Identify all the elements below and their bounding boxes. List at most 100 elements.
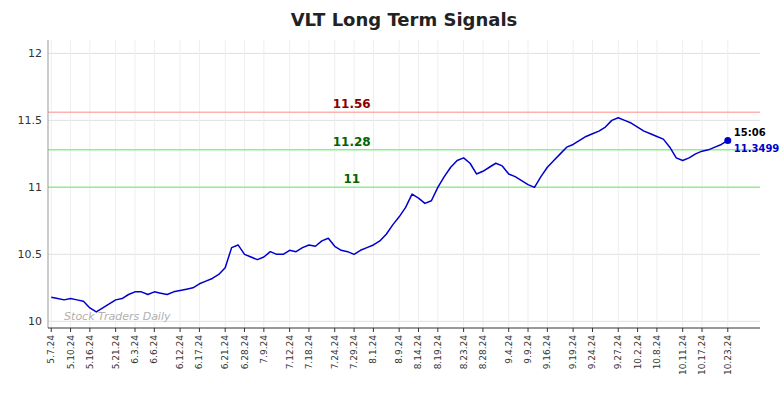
x-tick <box>437 328 438 332</box>
x-tick-label: 8.14.24 <box>413 335 423 370</box>
x-tick-label: 10.2.24 <box>633 335 643 370</box>
x-grid-line <box>727 40 728 328</box>
x-tick <box>618 328 619 332</box>
x-grid-line <box>373 40 374 328</box>
x-tick-label: 5.16.24 <box>85 335 95 370</box>
x-tick-label: 10.11.24 <box>678 335 688 375</box>
reference-line <box>48 187 760 189</box>
x-tick-label: 6.3.24 <box>130 335 140 364</box>
x-tick <box>263 328 264 332</box>
x-grid-line <box>134 40 135 328</box>
reference-label: 11.28 <box>333 135 371 149</box>
x-tick-label: 9.24.24 <box>587 335 597 370</box>
x-grid-line <box>682 40 683 328</box>
x-tick-label: 10.8.24 <box>652 335 662 370</box>
x-tick-label: 8.28.24 <box>478 335 488 370</box>
x-grid-line <box>437 40 438 328</box>
x-tick-label: 5.7.24 <box>46 335 56 364</box>
x-tick-label: 9.27.24 <box>613 335 623 370</box>
x-tick <box>70 328 71 332</box>
x-tick-label: 9.16.24 <box>542 335 552 370</box>
x-tick <box>134 328 135 332</box>
x-tick <box>528 328 529 332</box>
x-tick <box>89 328 90 332</box>
x-tick-label: 6.21.24 <box>220 335 230 370</box>
x-tick <box>637 328 638 332</box>
x-grid-line <box>618 40 619 328</box>
reference-line <box>48 149 760 151</box>
x-tick-label: 7.12.24 <box>285 335 295 370</box>
x-tick-label: 7.24.24 <box>330 335 340 370</box>
x-tick <box>115 328 116 332</box>
title: VLT Long Term Signals <box>291 9 518 30</box>
x-tick <box>334 328 335 332</box>
data <box>51 118 731 312</box>
x-tick <box>573 328 574 332</box>
watermark: Stock Traders Daily <box>64 310 171 323</box>
x-tick-label: 6.12.24 <box>175 335 185 370</box>
x-grid-line <box>702 40 703 328</box>
x-tick-label: 9.9.24 <box>523 335 533 364</box>
x-grid-line <box>399 40 400 328</box>
x-tick-label: 10.17.24 <box>697 335 707 375</box>
y-tick-label: 10 <box>28 315 42 328</box>
chart: Stock Traders Daily11.5611.281115:0611.3… <box>0 0 784 398</box>
reference-line <box>48 112 760 114</box>
x-grid-line <box>573 40 574 328</box>
x-tick-label: 7.29.24 <box>349 335 359 370</box>
x-tick-label: 7.9.24 <box>259 335 269 364</box>
x-tick <box>154 328 155 332</box>
x-tick <box>592 328 593 332</box>
x-tick-label: 6.28.24 <box>240 335 250 370</box>
reference-label: 11.56 <box>333 97 371 111</box>
x-tick-label: 9.19.24 <box>568 335 578 370</box>
x-tick-label: 10.23.24 <box>723 335 733 375</box>
x-grid-line <box>154 40 155 328</box>
x-tick-label: 8.23.24 <box>459 335 469 370</box>
y-tick-label: 10.5 <box>18 248 43 261</box>
x-grid-line <box>482 40 483 328</box>
x-grid-line <box>70 40 71 328</box>
x-grid-line <box>463 40 464 328</box>
x-grid-line <box>51 40 52 328</box>
x-tick-label: 5.10.24 <box>66 335 76 370</box>
x-tick <box>399 328 400 332</box>
x-tick <box>308 328 309 332</box>
x-grid-line <box>263 40 264 328</box>
x-tick-label: 8.9.24 <box>394 335 404 364</box>
x-tick <box>656 328 657 332</box>
y-grid-line <box>48 187 760 188</box>
x-tick <box>482 328 483 332</box>
x-tick <box>547 328 548 332</box>
x-tick <box>199 328 200 332</box>
x-tick <box>51 328 52 332</box>
x-tick <box>180 328 181 332</box>
x-grid-line <box>418 40 419 328</box>
x-tick-label: 6.6.24 <box>149 335 159 364</box>
x-tick-label: 8.19.24 <box>433 335 443 370</box>
x-tick <box>702 328 703 332</box>
last-point <box>724 137 731 144</box>
x-grid-line <box>637 40 638 328</box>
x-grid-line <box>592 40 593 328</box>
x-grid-line <box>180 40 181 328</box>
x-grid-line <box>308 40 309 328</box>
x-tick <box>225 328 226 332</box>
x-grid-line <box>547 40 548 328</box>
x-grid-line <box>225 40 226 328</box>
x-grid-line <box>244 40 245 328</box>
x-tick <box>289 328 290 332</box>
x-tick-label: 6.17.24 <box>194 335 204 370</box>
x-grid-line <box>115 40 116 328</box>
last-time: 15:06 <box>734 127 766 138</box>
x-tick-label: 7.18.24 <box>304 335 314 370</box>
last-price: 11.3499 <box>734 143 780 154</box>
y-tick-label: 12 <box>28 47 42 60</box>
x-tick-label: 8.1.24 <box>368 335 378 364</box>
x-tick <box>682 328 683 332</box>
grid <box>48 40 760 328</box>
x-grid-line <box>656 40 657 328</box>
y-tick-label: 11.5 <box>18 114 43 127</box>
x-tick <box>508 328 509 332</box>
x-tick <box>244 328 245 332</box>
